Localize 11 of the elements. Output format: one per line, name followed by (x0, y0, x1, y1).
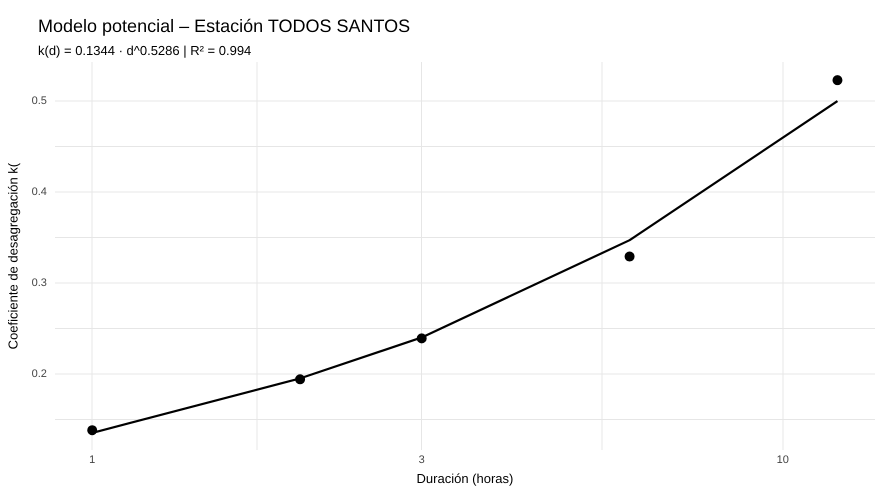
y-tick-label: 0.2 (32, 368, 47, 380)
y-tick-label: 0.5 (32, 95, 47, 108)
x-tick-label: 10 (776, 454, 789, 466)
x-tick-label: 3 (418, 454, 425, 466)
y-axis-title: Coeficiente de desagregación k( (5, 162, 20, 350)
chart-title: Modelo potencial – Estación TODOS SANTOS (38, 16, 410, 36)
x-tick-label: 1 (89, 454, 96, 466)
x-axis-title: Duración (horas) (416, 470, 514, 486)
y-tick-label: 0.4 (32, 186, 47, 198)
chart-subtitle: k(d) = 0.1344 · d^0.5286 | R² = 0.994 (38, 43, 252, 58)
y-tick-label: 0.3 (32, 276, 47, 289)
